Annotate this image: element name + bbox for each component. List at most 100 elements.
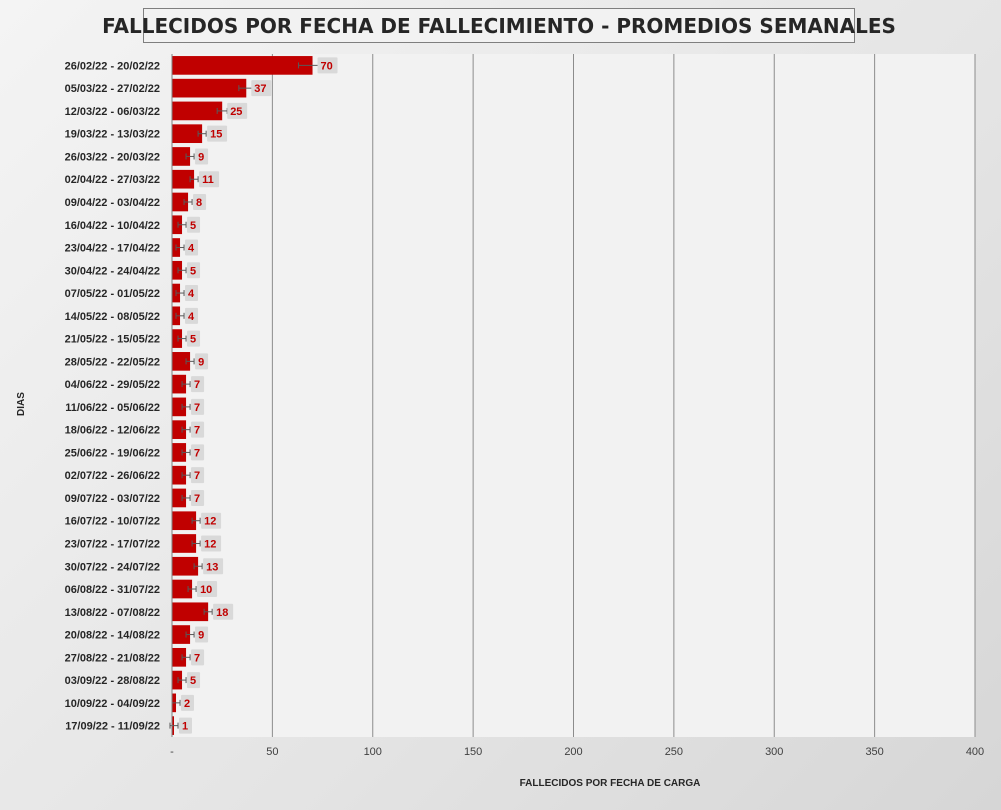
bar	[172, 260, 183, 280]
category-label: 13/08/22 - 07/08/22	[65, 607, 160, 619]
data-label: 4	[188, 288, 195, 300]
bar	[172, 488, 187, 508]
x-tick-label: -	[170, 746, 174, 758]
data-label: 7	[194, 425, 200, 437]
data-label: 25	[230, 106, 242, 118]
x-tick-label: 400	[966, 746, 984, 758]
category-label: 28/05/22 - 22/05/22	[65, 356, 160, 368]
data-label-bg	[207, 125, 228, 142]
data-label-bg	[213, 603, 234, 620]
data-label-bg	[191, 444, 205, 461]
x-tick-label: 300	[765, 746, 783, 758]
category-label: 10/09/22 - 04/09/22	[65, 698, 160, 710]
data-label: 13	[206, 561, 218, 573]
data-label: 5	[190, 675, 196, 687]
bar	[172, 124, 203, 144]
data-label: 11	[202, 174, 214, 186]
data-label: 9	[198, 630, 204, 642]
bar	[172, 329, 183, 348]
data-label-bg	[203, 558, 224, 575]
data-label-bg	[199, 171, 220, 188]
data-label: 18	[216, 607, 228, 619]
chart-title: FALLECIDOS POR FECHA DE FALLECIMIENTO - …	[102, 8, 896, 43]
category-label: 02/07/22 - 26/06/22	[65, 470, 160, 482]
data-label: 9	[198, 151, 204, 163]
data-label: 15	[210, 129, 222, 141]
data-label: 4	[188, 243, 195, 255]
category-label: 26/03/22 - 20/03/22	[65, 151, 160, 163]
category-label: 16/07/22 - 10/07/22	[65, 516, 160, 528]
x-tick-label: 250	[665, 746, 683, 758]
data-label: 7	[194, 447, 200, 459]
bar	[172, 579, 193, 599]
data-label-bg	[317, 57, 338, 74]
x-tick-label: 150	[464, 746, 482, 758]
bar	[172, 625, 191, 644]
labels: - 50 100 150 200 250 300 350 400 26/02/22 - 20/02…	[65, 57, 984, 758]
data-label-bg	[187, 262, 201, 279]
data-label-bg	[179, 717, 193, 734]
bar	[172, 374, 187, 394]
category-label: 11/06/22 - 05/06/22	[65, 402, 160, 414]
category-label: 20/08/22 - 14/08/22	[65, 630, 160, 642]
data-label: 5	[190, 220, 196, 232]
data-label: 12	[204, 538, 216, 550]
bar	[172, 465, 187, 485]
data-label: 10	[200, 584, 212, 596]
bar	[172, 397, 187, 417]
data-label-bg	[191, 489, 205, 506]
data-label-bg	[251, 80, 272, 97]
bar	[172, 420, 187, 439]
data-label-bg	[187, 672, 201, 689]
category-label: 30/07/22 - 24/07/22	[65, 561, 160, 573]
data-label: 8	[196, 197, 202, 209]
bar	[172, 101, 223, 121]
bar	[172, 147, 191, 166]
data-label-bg	[185, 239, 199, 256]
bar	[172, 670, 183, 690]
bar	[172, 511, 197, 531]
bar	[172, 192, 189, 212]
data-label-bg	[197, 581, 218, 598]
data-label-bg	[191, 467, 205, 484]
data-label: 9	[198, 356, 204, 368]
data-label-bg	[191, 421, 205, 438]
bar	[172, 534, 197, 553]
bar	[172, 78, 247, 98]
data-label: 7	[194, 652, 200, 664]
category-label: 02/04/22 - 27/03/22	[65, 174, 160, 186]
x-axis-title: FALLECIDOS POR FECHA DE CARGA	[520, 778, 701, 789]
category-label: 03/09/22 - 28/08/22	[65, 675, 160, 687]
data-label-bg	[201, 512, 222, 529]
y-axis-title: DIAS	[16, 392, 27, 416]
category-label: 09/04/22 - 03/04/22	[65, 197, 160, 209]
bar	[172, 56, 313, 75]
data-label-bg	[227, 102, 248, 119]
category-label: 12/03/22 - 06/03/22	[65, 106, 160, 118]
category-label: 14/05/22 - 08/05/22	[65, 311, 160, 323]
data-label-bg	[191, 398, 205, 415]
bar	[172, 215, 183, 235]
category-label: 04/06/22 - 29/05/22	[65, 379, 160, 391]
data-label-bg	[191, 649, 205, 666]
data-label-bg	[187, 330, 201, 347]
data-label-bg	[201, 535, 222, 552]
data-label-bg	[195, 148, 209, 165]
category-label: 17/09/22 - 11/09/22	[65, 721, 160, 733]
category-label: 30/04/22 - 24/04/22	[65, 265, 160, 277]
data-label: 7	[194, 402, 200, 414]
data-label-bg	[185, 285, 199, 302]
category-label: 27/08/22 - 21/08/22	[65, 652, 160, 664]
category-label: 09/07/22 - 03/07/22	[65, 493, 160, 505]
bar	[172, 443, 187, 462]
data-label: 2	[184, 698, 190, 710]
category-label: 05/03/22 - 27/02/22	[65, 83, 160, 95]
bar	[172, 602, 209, 622]
bar	[172, 556, 199, 576]
data-label: 37	[254, 83, 266, 95]
category-label: 07/05/22 - 01/05/22	[65, 288, 160, 300]
data-label: 70	[321, 60, 333, 72]
data-label-bg	[195, 626, 209, 643]
data-label: 4	[188, 311, 195, 323]
